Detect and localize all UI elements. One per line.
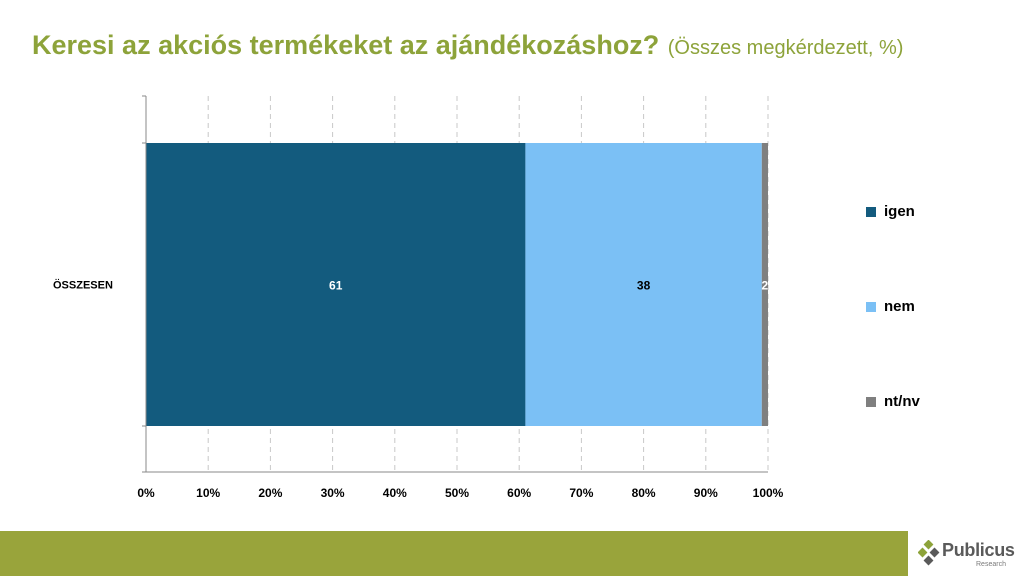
bar-segments — [146, 143, 768, 426]
logo-tagline: Research — [976, 561, 1006, 568]
data-label: 38 — [637, 279, 651, 293]
category-label: ÖSSZESEN — [53, 279, 113, 292]
x-tick-label: 10% — [196, 486, 220, 500]
stacked-bar-chart: 0% 10% 20% 30% 40% 50% 60% 70% 80% 90% 100% ÖSSZESE… — [53, 95, 784, 500]
x-tick-label: 0% — [137, 486, 155, 500]
page-title: Keresi az akciós termékeket az ajándékoz… — [32, 30, 1012, 61]
legend-swatch — [866, 206, 876, 217]
x-tick-label: 50% — [445, 486, 469, 500]
legend-item: nem — [866, 298, 915, 315]
legend-label: nt/nv — [884, 393, 920, 410]
legend-label: igen — [884, 203, 915, 220]
x-tick-label: 40% — [383, 486, 407, 500]
x-tick-label: 60% — [507, 486, 531, 500]
publicus-logo: Publicus Research — [918, 536, 1024, 572]
data-labels: 61 38 2 — [329, 279, 769, 293]
chart-title: Keresi az akciós termékeket az ajándékoz… — [32, 30, 660, 60]
x-tick-label: 100% — [753, 486, 784, 500]
logo-mark-icon — [918, 540, 940, 566]
x-tick-label: 90% — [694, 486, 718, 500]
legend-label: nem — [884, 298, 915, 315]
x-tick-label: 20% — [258, 486, 282, 500]
legend-swatch — [866, 396, 876, 407]
chart-subtitle: (Összes megkérdezett, %) — [667, 37, 904, 59]
legend-swatch — [866, 301, 876, 312]
data-label: 2 — [762, 279, 769, 293]
logo-name: Publicus — [942, 540, 1015, 560]
axes: 0% 10% 20% 30% 40% 50% 60% 70% 80% 90% 100% ÖSSZESE… — [53, 95, 784, 500]
footer-band — [0, 531, 908, 576]
bar-segment-nt-nv — [761, 143, 768, 426]
x-tick-label: 30% — [321, 486, 345, 500]
x-tick-label: 80% — [632, 486, 656, 500]
data-label: 61 — [329, 279, 343, 293]
legend-item: igen — [866, 203, 915, 220]
legend-item: nt/nv — [866, 393, 920, 410]
bar-segment-nem — [525, 143, 762, 426]
x-tick-label: 70% — [569, 486, 593, 500]
bar-segment-igen — [146, 143, 526, 426]
